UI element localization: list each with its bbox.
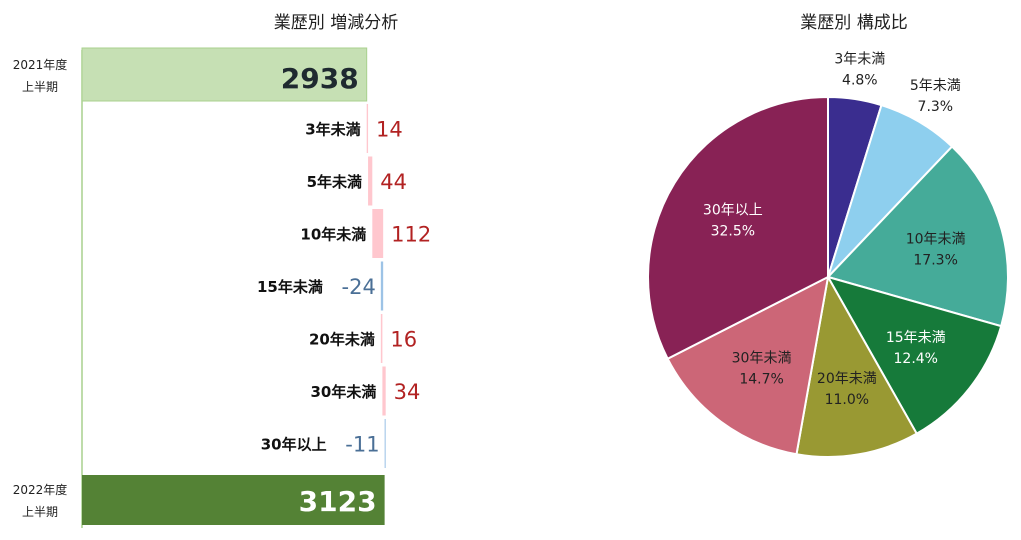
waterfall-value-end: 3123 [299, 485, 377, 518]
waterfall-bar-6 [382, 366, 386, 416]
waterfall-bar-end [82, 475, 385, 525]
waterfall-category-2: 5年未満 [307, 173, 362, 191]
waterfall-bar-7 [384, 419, 386, 468]
waterfall-bar-2 [368, 156, 373, 206]
pie-slice-3 [826, 145, 1009, 328]
waterfall-category-4: 15年未満 [257, 278, 323, 296]
pie-percent-5: 11.0% [825, 392, 869, 408]
waterfall-bar-4 [380, 261, 384, 311]
waterfall-value-6: 34 [394, 380, 421, 404]
pie-percent-4: 12.4% [894, 351, 938, 367]
waterfall-end-label-2: 上半期 [22, 505, 58, 519]
waterfall-category-7: 30年以上 [261, 436, 327, 454]
pie-category-4: 15年未満 [886, 330, 946, 346]
pie-category-7: 30年以上 [703, 203, 763, 219]
pie-slice-7 [647, 95, 829, 361]
pie-percent-6: 14.7% [739, 372, 783, 388]
waterfall-value-2: 44 [380, 170, 407, 194]
waterfall-bar-5 [380, 314, 383, 363]
pie-slice-4 [825, 275, 1003, 435]
waterfall-value-start: 2938 [281, 62, 359, 95]
pie-category-1: 3年未満 [834, 51, 885, 67]
waterfall-bar-start [81, 47, 368, 102]
pie-percent-2: 7.3% [918, 99, 954, 115]
waterfall-value-1: 14 [376, 118, 403, 142]
waterfall-value-3: 112 [391, 223, 431, 247]
waterfall-start-label-1: 2021年度 [13, 57, 68, 72]
pie-slice-6 [666, 275, 830, 456]
pie-category-6: 30年未満 [732, 351, 792, 367]
pie-category-3: 10年未満 [906, 232, 966, 248]
pie-percent-7: 32.5% [711, 224, 755, 240]
waterfall-value-4: -24 [342, 275, 376, 299]
pie-slice-5 [795, 274, 919, 458]
waterfall-bar-1 [366, 104, 369, 153]
pie-category-5: 20年未満 [817, 371, 877, 387]
waterfall-category-3: 10年未満 [300, 226, 366, 244]
waterfall-start-label-2: 上半期 [22, 80, 58, 94]
waterfall-bar-3 [372, 209, 384, 258]
pie-percent-1: 4.8% [842, 72, 878, 88]
waterfall-category-5: 20年未満 [309, 331, 375, 349]
waterfall-title: 業歴別 増減分析 [274, 13, 398, 33]
waterfall-end-label-1: 2022年度 [13, 482, 68, 497]
pie-category-2: 5年未満 [910, 78, 961, 94]
waterfall-value-7: -11 [345, 433, 379, 457]
pie-percent-3: 17.3% [913, 253, 957, 269]
waterfall-value-5: 16 [390, 328, 417, 352]
waterfall-category-6: 30年未満 [311, 383, 377, 401]
waterfall-category-1: 3年未満 [305, 121, 360, 139]
pie-title: 業歴別 構成比 [800, 13, 907, 33]
